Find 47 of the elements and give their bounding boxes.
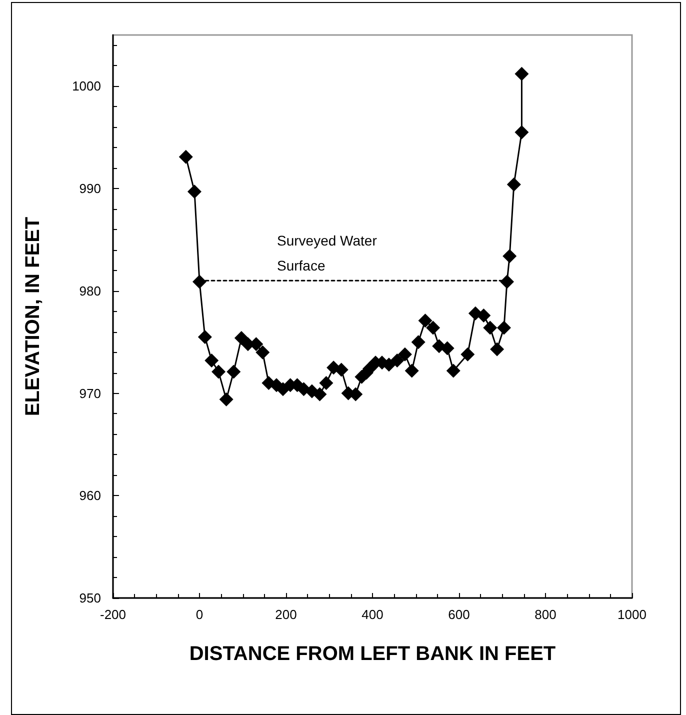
point: [411, 335, 426, 350]
point: [234, 330, 248, 345]
y-tick-label: 990: [79, 181, 101, 196]
point: [514, 66, 529, 81]
point: [506, 177, 521, 192]
point: [178, 150, 193, 164]
y-tick-label: 980: [79, 283, 101, 298]
y-axis-title: ELEVATION, IN FEET: [22, 216, 44, 416]
point: [404, 364, 419, 378]
point: [514, 125, 529, 140]
point: [418, 314, 432, 328]
x-tick-label: 800: [534, 607, 556, 622]
x-tick-label: 0: [196, 607, 204, 622]
point: [192, 274, 206, 289]
x-tick-label: -200: [100, 607, 126, 622]
point: [502, 249, 517, 264]
y-tick-label: 950: [79, 590, 101, 606]
point: [204, 354, 219, 368]
y-tick-label: 1000: [72, 78, 101, 94]
point: [187, 184, 202, 199]
y-tick-label: 960: [79, 488, 101, 504]
x-tick-label: 1000: [618, 607, 646, 622]
point: [198, 330, 212, 344]
point: [446, 364, 460, 378]
x-tick-label: 600: [448, 607, 470, 622]
point: [219, 392, 234, 406]
point: [476, 308, 491, 322]
point: [226, 364, 241, 379]
point: [440, 341, 454, 356]
x-tick-label: 200: [275, 607, 297, 622]
x-axis-title: DISTANCE FROM LEFT BANK IN FEET: [189, 643, 556, 665]
point: [426, 320, 440, 335]
point: [256, 345, 270, 360]
point: [334, 362, 348, 377]
point: [212, 364, 226, 379]
point: [500, 274, 514, 289]
x-tick-label: 400: [362, 607, 384, 622]
point: [312, 387, 327, 402]
point: [496, 320, 511, 335]
point: [390, 354, 404, 368]
y-tick-label: 970: [79, 386, 101, 401]
point: [398, 347, 412, 362]
point: [490, 342, 504, 356]
annotation: Surveyed Water Surface: [277, 232, 378, 274]
point: [483, 320, 498, 335]
point: [319, 376, 334, 390]
point: [460, 347, 475, 362]
